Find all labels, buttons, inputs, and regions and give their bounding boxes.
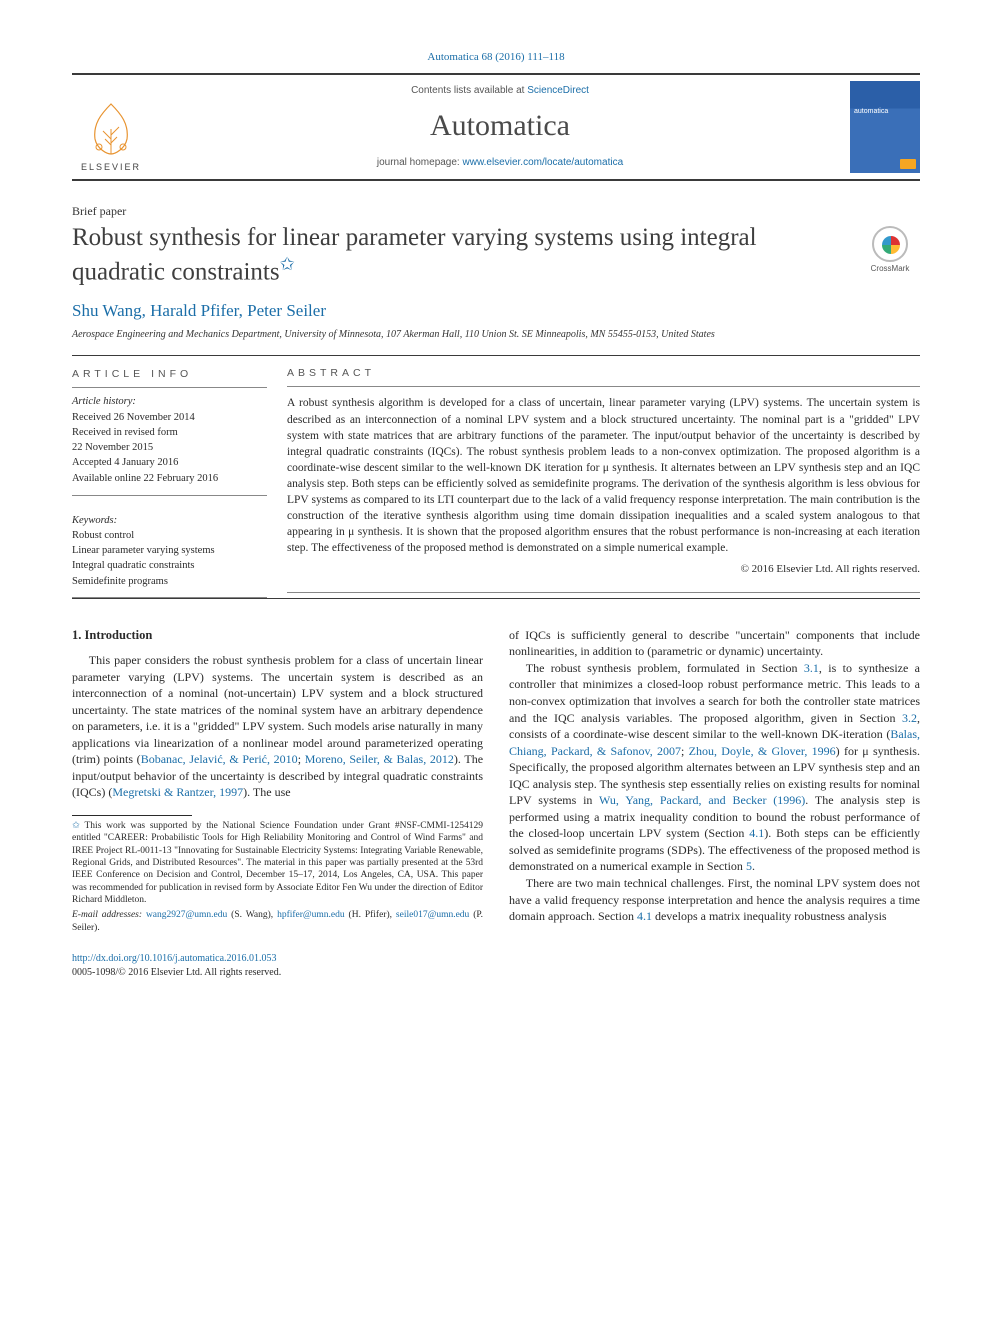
article-type: Brief paper — [72, 203, 920, 219]
body-text: ; — [681, 744, 689, 758]
crossmark-badge[interactable]: CrossMark — [860, 226, 920, 275]
homepage-prefix: journal homepage: — [377, 157, 463, 168]
doi-link[interactable]: http://dx.doi.org/10.1016/j.automatica.2… — [72, 953, 277, 964]
cover-title: automatica — [854, 107, 916, 116]
citation-link[interactable]: Bobanac, Jelavić, & Perić, 2010 — [141, 752, 298, 766]
history-online: Available online 22 February 2016 — [72, 473, 218, 484]
top-citation: Automatica 68 (2016) 111–118 — [72, 50, 920, 65]
paper-title-text: Robust synthesis for linear parameter va… — [72, 224, 757, 286]
keyword: Robust control — [72, 530, 134, 541]
crossmark-label: CrossMark — [871, 264, 910, 275]
keyword: Semidefinite programs — [72, 576, 168, 587]
history-received: Received 26 November 2014 — [72, 412, 195, 423]
section-ref-link[interactable]: 4.1 — [637, 909, 652, 923]
history-revised-a: Received in revised form — [72, 427, 178, 438]
email-label: E-mail addresses: — [72, 910, 146, 920]
email-name: (H. Pfifer), — [345, 910, 396, 920]
email-link[interactable]: hpfifer@umn.edu — [277, 910, 345, 920]
citation-link[interactable]: Wu, Yang, Packard, and Becker (1996) — [599, 793, 805, 807]
body-text: This paper considers the robust synthesi… — [72, 653, 483, 766]
elsevier-tree-icon — [81, 99, 141, 159]
homepage-link[interactable]: www.elsevier.com/locate/automatica — [463, 157, 624, 168]
body-text: of IQCs is sufficiently general to descr… — [509, 628, 920, 659]
abstract-head: ABSTRACT — [287, 356, 920, 386]
abstract-text: A robust synthesis algorithm is develope… — [287, 397, 920, 554]
elsevier-logo[interactable]: ELSEVIER — [72, 81, 150, 173]
section-ref-link[interactable]: 4.1 — [749, 826, 764, 840]
article-info-head: ARTICLE INFO — [72, 357, 267, 387]
history-head: Article history: — [72, 396, 136, 407]
doi-block: http://dx.doi.org/10.1016/j.automatica.2… — [72, 952, 920, 979]
top-citation-link[interactable]: Automatica 68 (2016) 111–118 — [427, 51, 564, 63]
elsevier-wordmark: ELSEVIER — [81, 161, 141, 173]
title-footnote-marker[interactable]: ✩ — [280, 254, 295, 274]
footnote-rule — [72, 815, 192, 816]
journal-cover-thumb[interactable]: automatica — [850, 81, 920, 173]
section-head-1: 1. Introduction — [72, 627, 483, 644]
history-revised-b: 22 November 2015 — [72, 442, 153, 453]
citation-link[interactable]: Zhou, Doyle, & Glover, 1996 — [689, 744, 836, 758]
footnote-text: This work was supported by the National … — [72, 821, 483, 905]
affiliation: Aerospace Engineering and Mechanics Depa… — [72, 328, 920, 342]
email-link[interactable]: wang2927@umn.edu — [146, 910, 227, 920]
body-text: ; — [298, 752, 305, 766]
abstract-copyright: © 2016 Elsevier Ltd. All rights reserved… — [287, 562, 920, 583]
section-ref-link[interactable]: 3.2 — [902, 711, 917, 725]
body-text: develops a matrix inequality robustness … — [652, 909, 887, 923]
email-link[interactable]: seile017@umn.edu — [396, 910, 469, 920]
body-top-rule — [72, 598, 920, 599]
body-text: ). The use — [243, 785, 290, 799]
body-text: The robust synthesis problem, formulated… — [526, 661, 804, 675]
citation-link[interactable]: Moreno, Seiler, & Balas, 2012 — [305, 752, 454, 766]
keyword: Linear parameter varying systems — [72, 545, 215, 556]
footnote-symbol: ✩ — [72, 821, 80, 831]
sciencedirect-link[interactable]: ScienceDirect — [527, 85, 589, 96]
homepage-line: journal homepage: www.elsevier.com/locat… — [158, 156, 842, 170]
keywords-head: Keywords: — [72, 514, 267, 528]
contents-line: Contents lists available at ScienceDirec… — [158, 84, 842, 98]
paper-title: Robust synthesis for linear parameter va… — [72, 222, 840, 288]
section-ref-link[interactable]: 3.1 — [804, 661, 819, 675]
issn-line: 0005-1098/© 2016 Elsevier Ltd. All right… — [72, 967, 281, 978]
crossmark-icon — [872, 226, 908, 262]
body-text: . — [752, 859, 755, 873]
keyword: Integral quadratic constraints — [72, 560, 194, 571]
email-name: (S. Wang), — [227, 910, 277, 920]
journal-header: ELSEVIER Contents lists available at Sci… — [72, 75, 920, 181]
body-columns: 1. Introduction This paper considers the… — [72, 627, 920, 934]
ifac-badge-icon — [900, 159, 916, 169]
history-accepted: Accepted 4 January 2016 — [72, 457, 178, 468]
authors[interactable]: Shu Wang, Harald Pfifer, Peter Seiler — [72, 300, 920, 323]
footnote-funding: ✩ This work was supported by the Nationa… — [72, 820, 483, 906]
footnote-emails: E-mail addresses: wang2927@umn.edu (S. W… — [72, 909, 483, 934]
citation-link[interactable]: Megretski & Rantzer, 1997 — [112, 785, 243, 799]
journal-name: Automatica — [158, 106, 842, 147]
contents-prefix: Contents lists available at — [411, 85, 527, 96]
